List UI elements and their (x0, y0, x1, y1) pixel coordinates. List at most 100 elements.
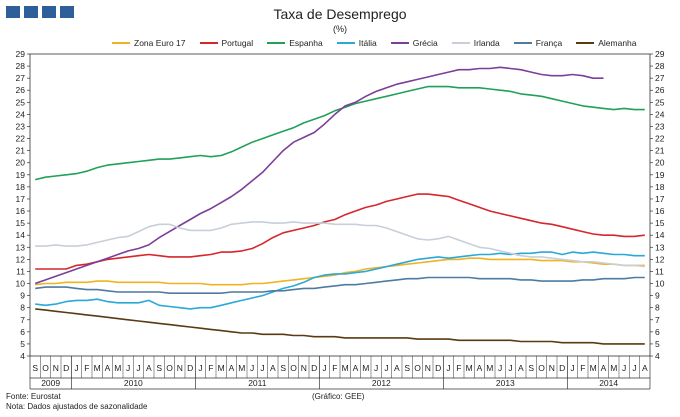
y-tick-label: 25 (655, 97, 665, 107)
year-label: 2012 (372, 378, 391, 388)
series-line-irlanda (35, 221, 645, 268)
y-tick-label: 4 (20, 351, 25, 361)
y-tick-label: 27 (16, 73, 26, 83)
x-tick-label: J (126, 363, 130, 373)
y-tick-label: 5 (655, 339, 660, 349)
x-tick-label: M (114, 363, 121, 373)
y-tick-label: 19 (655, 170, 665, 180)
x-tick-label: J (322, 363, 326, 373)
logo-square (42, 6, 56, 18)
x-tick-label: S (528, 363, 534, 373)
x-tick-label: F (208, 363, 213, 373)
x-tick-label: J (446, 363, 450, 373)
logo (6, 6, 74, 18)
y-tick-label: 29 (655, 49, 665, 59)
y-tick-label: 18 (16, 182, 26, 192)
x-tick-label: D (311, 363, 317, 373)
chart-legend: Zona Euro 17 Portugal Espanha Itália Grécia I… (112, 38, 637, 48)
legend-label: Espanha (289, 38, 323, 48)
y-tick-label: 28 (655, 61, 665, 71)
x-tick-label: J (374, 363, 378, 373)
x-tick-label: M (466, 363, 473, 373)
x-tick-label: J (260, 363, 264, 373)
series-line-espanha (35, 85, 645, 181)
y-tick-label: 8 (20, 303, 25, 313)
x-tick-label: J (250, 363, 254, 373)
y-tick-label: 23 (655, 121, 665, 131)
y-tick-label: 16 (16, 206, 26, 216)
x-tick-label: M (218, 363, 225, 373)
x-tick-label: A (477, 363, 483, 373)
y-tick-label: 24 (16, 109, 26, 119)
x-tick-label: M (94, 363, 101, 373)
x-tick-label: O (414, 363, 421, 373)
legend-swatch (267, 42, 286, 44)
y-tick-label: 10 (16, 279, 26, 289)
x-tick-label: A (229, 363, 235, 373)
y-tick-label: 15 (16, 218, 26, 228)
x-tick-label: D (63, 363, 69, 373)
x-tick-label: N (53, 363, 59, 373)
y-tick-label: 16 (655, 206, 665, 216)
y-tick-label: 28 (16, 61, 26, 71)
logo-square (24, 6, 38, 18)
x-tick-label: A (642, 363, 648, 373)
y-tick-label: 19 (16, 170, 26, 180)
source-note: Fonte: Eurostat (6, 392, 61, 401)
x-tick-label: J (570, 363, 574, 373)
x-tick-label: O (166, 363, 173, 373)
x-tick-label: F (84, 363, 89, 373)
legend-label: Alemanha (598, 38, 637, 48)
legend-item: Espanha (267, 38, 323, 48)
chart-subtitle: (%) (333, 24, 347, 34)
legend-item: França (513, 38, 562, 48)
legend-label: Irlanda (473, 38, 500, 48)
y-tick-label: 10 (655, 279, 665, 289)
chart-credit: (Gráfico: GEE) (312, 392, 365, 401)
legend-swatch (390, 42, 409, 44)
legend-item: Grécia (390, 38, 438, 48)
x-tick-label: O (538, 363, 545, 373)
legend-swatch (336, 42, 355, 44)
x-tick-label: F (332, 363, 337, 373)
x-tick-label: A (105, 363, 111, 373)
y-tick-label: 22 (655, 134, 665, 144)
x-tick-label: F (580, 363, 585, 373)
legend-item: Irlanda (451, 38, 500, 48)
x-tick-label: D (435, 363, 441, 373)
x-tick-label: M (362, 363, 369, 373)
y-tick-label: 17 (655, 194, 665, 204)
adjustment-note: Nota: Dados ajustados de sazonalidade (6, 402, 148, 411)
x-tick-label: N (549, 363, 555, 373)
x-tick-label: A (353, 363, 359, 373)
legend-label: Portugal (221, 38, 254, 48)
y-tick-label: 12 (655, 254, 665, 264)
year-label: 2011 (248, 378, 267, 388)
y-tick-label: 6 (655, 327, 660, 337)
year-label: 2013 (496, 378, 515, 388)
legend-swatch (513, 42, 532, 44)
y-tick-label: 26 (655, 85, 665, 95)
legend-swatch (576, 42, 595, 44)
series-line-italia (35, 251, 645, 310)
y-tick-label: 11 (655, 266, 664, 276)
legend-swatch (451, 42, 470, 44)
legend-swatch (112, 42, 130, 44)
y-tick-label: 9 (655, 291, 660, 301)
y-tick-label: 14 (16, 230, 26, 240)
legend-label: Grécia (412, 38, 438, 48)
x-tick-label: O (290, 363, 297, 373)
x-tick-label: A (146, 363, 152, 373)
y-tick-label: 7 (20, 315, 25, 325)
y-tick-label: 4 (655, 351, 660, 361)
y-tick-label: 9 (20, 291, 25, 301)
y-tick-label: 12 (16, 254, 26, 264)
year-label: 2009 (41, 378, 60, 388)
series-line-grecia (34, 66, 604, 285)
y-tick-label: 8 (655, 303, 660, 313)
y-tick-label: 29 (16, 49, 26, 59)
x-tick-label: J (498, 363, 502, 373)
x-tick-label: N (301, 363, 307, 373)
year-label: 2010 (124, 378, 143, 388)
series-line-franca (35, 276, 645, 294)
